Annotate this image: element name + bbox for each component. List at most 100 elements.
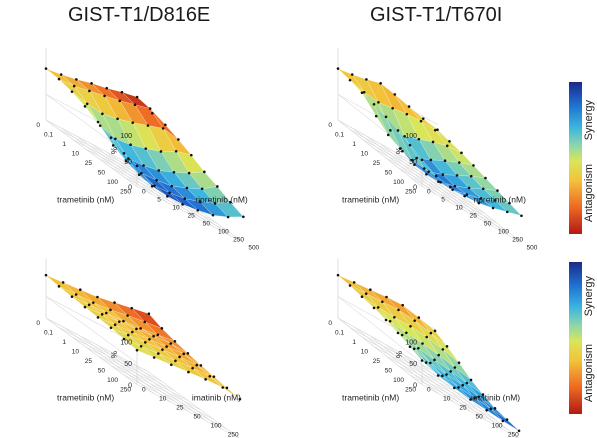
data-point	[238, 397, 242, 401]
floor-grid	[337, 317, 519, 438]
data-point	[92, 301, 95, 304]
y-tick-label: 10	[455, 205, 463, 212]
data-point	[105, 86, 109, 90]
data-point	[472, 164, 475, 167]
data-point	[187, 370, 190, 374]
data-point	[169, 342, 173, 345]
data-point	[437, 353, 440, 357]
z-tick-label: 0	[128, 185, 132, 192]
y-tick-label: 50	[484, 221, 492, 228]
data-point	[489, 407, 493, 411]
y-tick-label: 10	[443, 396, 451, 403]
data-point	[421, 117, 425, 120]
data-point	[61, 281, 65, 284]
data-point	[139, 344, 143, 348]
data-point	[203, 170, 206, 174]
data-point	[410, 158, 414, 162]
x-tick-label: 100	[393, 179, 404, 186]
z-tick-label: 100	[405, 340, 417, 347]
y-tick-label: 25	[176, 405, 184, 412]
data-point	[59, 73, 63, 76]
y-tick-label: 25	[459, 405, 467, 412]
data-point	[109, 308, 112, 312]
y-tick-label: 5	[441, 197, 445, 204]
panel-title-left: GIST-T1/D816E	[68, 4, 211, 26]
data-point	[433, 128, 437, 132]
y-axis-label: imatinib (nM)	[192, 393, 241, 403]
data-point	[352, 281, 356, 284]
data-point	[135, 95, 139, 99]
data-point	[431, 140, 435, 144]
data-point	[142, 164, 145, 167]
data-point	[75, 78, 78, 81]
data-point	[413, 163, 416, 167]
data-point	[57, 77, 61, 81]
data-point	[393, 315, 396, 319]
data-point	[388, 319, 392, 323]
data-point	[135, 348, 139, 352]
y-tick-label: 0	[427, 387, 431, 394]
axes-labels: 050100%00.111025501002500102550100250500…	[36, 320, 241, 438]
data-point	[364, 292, 368, 295]
data-point	[425, 172, 428, 176]
data-point	[156, 333, 160, 337]
data-point	[408, 143, 412, 147]
data-point	[477, 395, 481, 399]
data-point	[144, 341, 147, 344]
data-point	[90, 82, 93, 85]
x-tick-label: 1	[352, 339, 356, 346]
colorbar-top-antagonism-label: Antagonism	[583, 164, 595, 223]
y-tick-label: 10	[172, 205, 180, 212]
data-point	[407, 105, 411, 108]
data-point	[455, 174, 459, 177]
data-point	[229, 200, 232, 204]
data-point	[118, 320, 121, 323]
z-tick-label: 0	[413, 185, 417, 192]
x-tick-label: 25	[85, 358, 93, 365]
x-axis-label: trametinib (nM)	[342, 393, 399, 403]
y-tick-label: 100	[218, 229, 229, 236]
z-axis-label: %	[395, 147, 404, 154]
data-point	[443, 159, 447, 163]
data-point	[113, 301, 116, 304]
data-point	[336, 273, 340, 277]
data-point	[168, 191, 171, 195]
data-point	[122, 337, 126, 341]
z-tick-label: 0	[413, 383, 417, 390]
data-point	[441, 348, 445, 351]
data-point	[448, 139, 451, 143]
data-point	[44, 67, 48, 70]
data-point	[403, 134, 406, 138]
data-point	[88, 89, 91, 93]
data-point	[469, 174, 473, 178]
data-point	[140, 171, 143, 175]
data-point	[74, 293, 78, 296]
data-point	[401, 149, 404, 153]
y-tick-label: 100	[498, 229, 509, 236]
y-tick-label: 0	[427, 189, 431, 196]
data-point	[242, 215, 245, 219]
data-point	[484, 176, 487, 180]
data-point	[204, 378, 207, 381]
data-point	[150, 184, 154, 188]
x-tick-label: 50	[98, 368, 106, 375]
data-point	[161, 348, 164, 351]
data-point	[463, 194, 466, 198]
data-point	[386, 133, 390, 137]
data-point	[396, 331, 400, 335]
z-tick-label: 100	[120, 133, 132, 140]
data-point	[424, 361, 428, 364]
data-point	[151, 111, 154, 115]
z-tick-label: 100	[405, 133, 417, 140]
data-point	[85, 102, 89, 106]
data-point	[433, 358, 436, 362]
data-point	[130, 306, 134, 310]
surface	[44, 67, 245, 219]
data-point	[441, 173, 445, 176]
x-tick-label: 25	[373, 358, 381, 365]
data-point	[481, 393, 485, 396]
data-point	[453, 184, 457, 188]
x-axis-label: trametinib (nM)	[57, 195, 114, 205]
data-point	[421, 342, 424, 345]
